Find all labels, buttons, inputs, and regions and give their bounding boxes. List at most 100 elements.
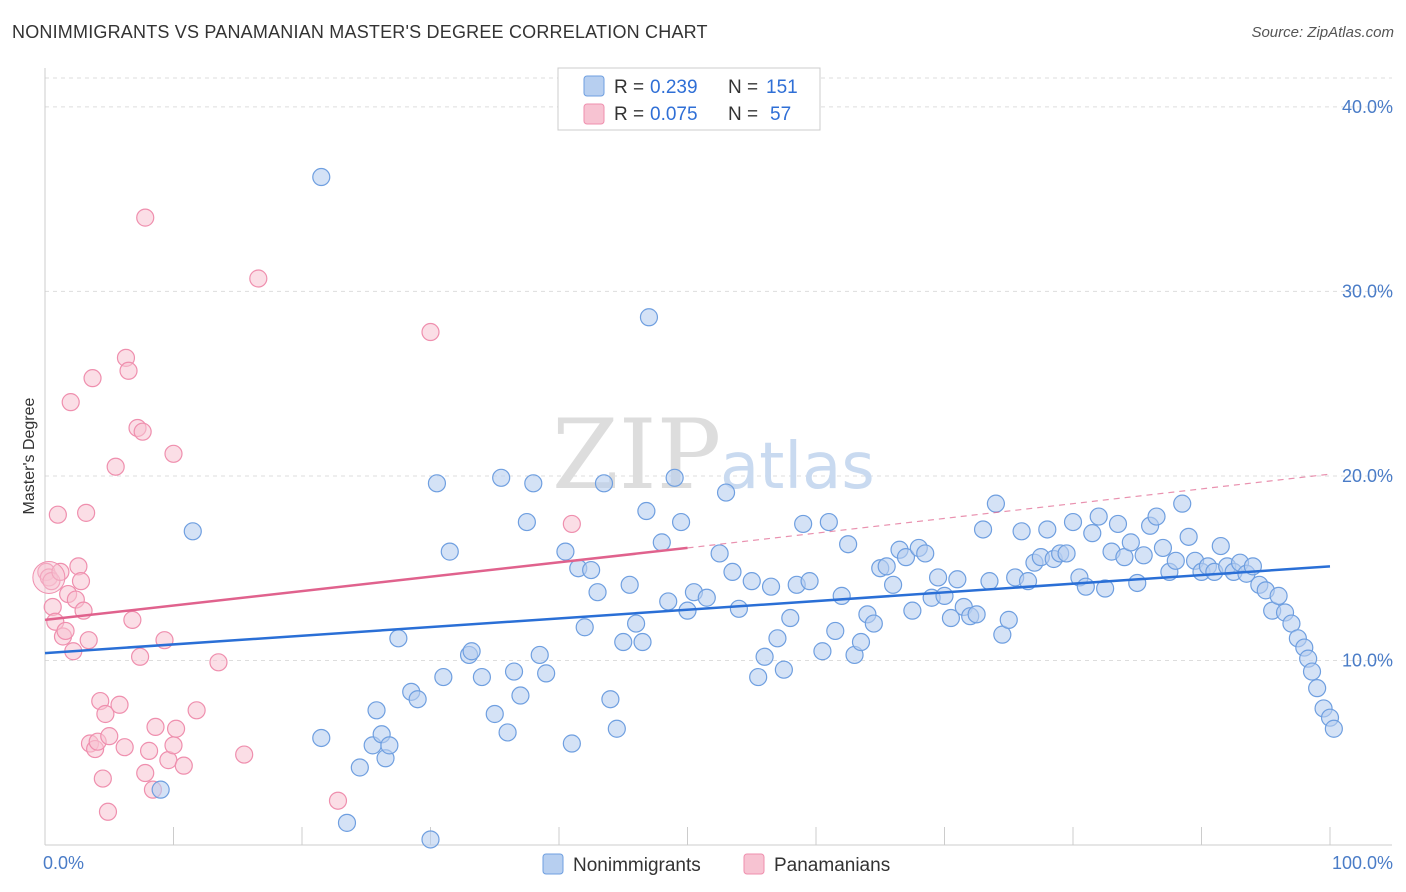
- nonimmigrants-point-87: [948, 570, 967, 589]
- y-tick-label-30: 30.0%: [1342, 281, 1393, 301]
- gridlines: [45, 77, 1392, 661]
- nonimmigrants-point-72: [851, 632, 871, 652]
- nonimmigrants-point-34: [582, 560, 601, 580]
- nonimmigrants-point-4: [337, 813, 357, 832]
- nonimmigrants-point-37: [601, 690, 620, 709]
- nonimmigrants-point-76: [877, 557, 896, 576]
- panamanians-point-50: [249, 269, 268, 288]
- nonimmigrants-point-67: [819, 512, 838, 532]
- watermark-atlas: atlas: [720, 430, 875, 504]
- nonimmigrants-point-101: [1038, 520, 1057, 539]
- panamanians-point-49: [235, 745, 254, 764]
- bottom-legend-nonimmigrants: Nonimmigrants: [573, 855, 701, 876]
- panamanians-point-5: [48, 505, 67, 524]
- nonimmigrants-point-39: [614, 632, 633, 652]
- nonimmigrants-point-27: [524, 474, 543, 493]
- nonimmigrants-point-47: [665, 468, 684, 487]
- panamanians-point-35: [133, 422, 152, 441]
- trend-lines: [44, 473, 1331, 655]
- nonimmigrants-point-31: [562, 734, 581, 753]
- bottom-legend-swatch-pink: [743, 853, 765, 875]
- panamanians-point-cluster: [32, 560, 66, 594]
- nonimmigrants-point-65: [800, 572, 819, 591]
- bottom-legend: Nonimmigrants Panamanians: [542, 853, 890, 876]
- y-tick-label-40: 40.0%: [1342, 97, 1393, 117]
- panamanians-point-53: [562, 514, 581, 534]
- panamanians-point-44: [164, 736, 183, 755]
- panamanians-point-25: [98, 802, 118, 821]
- nonimmigrants-point-24: [504, 662, 524, 681]
- nonimmigrants-point-42: [633, 632, 652, 652]
- nonimmigrants-point-51: [697, 588, 716, 607]
- nonimmigrants-point-21: [485, 704, 504, 724]
- nonimmigrants-point-15: [421, 830, 440, 849]
- legend-n-label-1: N =: [728, 77, 758, 98]
- nonimmigrants-point-36: [594, 474, 614, 493]
- nonimmigrants-point-82: [916, 544, 935, 563]
- nonimmigrants-point-11: [389, 629, 408, 648]
- nonimmigrants-point-66: [813, 642, 832, 661]
- nonimmigrants-point-86: [941, 608, 961, 628]
- nonimmigrants-point-57: [749, 667, 768, 687]
- panamanians-point-47: [187, 701, 206, 720]
- nonimmigrants-point-48: [671, 512, 691, 532]
- nonimmigrants-point-16: [434, 667, 453, 687]
- nonimmigrants-point-62: [781, 608, 800, 628]
- nonimmigrants-point-68: [826, 621, 845, 641]
- panamanians-point-40: [146, 717, 165, 737]
- nonimmigrants-point-22: [492, 468, 511, 487]
- nonimmigrants-point-60: [768, 629, 787, 648]
- nonimmigrants-point-110: [1096, 579, 1115, 598]
- nonimmigrants-point-90: [967, 605, 986, 624]
- panamanians-point-48: [209, 653, 228, 672]
- y-tick-label-20: 20.0%: [1342, 466, 1393, 486]
- legend-r-label-2: R =: [614, 104, 644, 125]
- nonimmigrants-point-25: [511, 686, 530, 705]
- panamanians-point-34: [130, 647, 150, 666]
- nonimmigrants-point-43: [637, 501, 656, 521]
- watermark-zip: ZIP: [552, 399, 721, 511]
- panamanians-point-27: [106, 457, 125, 476]
- y-axis-label: Master's Degree: [21, 397, 38, 514]
- chart-title: NONIMMIGRANTS VS PANAMANIAN MASTER'S DEG…: [12, 22, 708, 42]
- nonimmigrants-point-14: [427, 474, 447, 493]
- nonimmigrants-point-107: [1076, 577, 1095, 596]
- nonimmigrants-point-17: [440, 542, 459, 561]
- nonimmigrants-point-91: [973, 520, 993, 539]
- legend-swatch-blue: [583, 75, 605, 97]
- nonimmigrants-point-114: [1121, 533, 1140, 552]
- nonimmigrants-point-26: [517, 512, 536, 532]
- nonimmigrants-trend-line: [44, 565, 1331, 655]
- nonimmigrants-point-7: [367, 701, 386, 720]
- panamanians-trend-extension: [687, 473, 1331, 549]
- nonimmigrants-point-23: [498, 723, 517, 742]
- nonimmigrants-point-5: [350, 758, 369, 777]
- legend-swatch-pink: [583, 103, 605, 125]
- panamanians-point-23: [93, 769, 112, 788]
- nonimmigrants-point-147: [1324, 719, 1343, 738]
- nonimmigrants-point-85: [935, 586, 954, 605]
- nonimmigrants-point-45: [652, 533, 671, 552]
- bottom-legend-panamanians: Panamanians: [774, 855, 890, 876]
- nonimmigrants-point-70: [839, 535, 858, 554]
- nonimmigrants-point-80: [903, 601, 922, 620]
- nonimmigrants-point-30: [556, 542, 575, 561]
- panamanians-point-13: [69, 557, 88, 576]
- x-tick-label-max: 100.0%: [1332, 853, 1393, 873]
- legend-n-label-2: N =: [728, 104, 758, 125]
- nonimmigrants-point-64: [794, 514, 813, 534]
- nonimmigrants-point-13: [408, 690, 427, 709]
- nonimmigrants-point-105: [1063, 512, 1083, 532]
- panamanians-point-8: [56, 621, 75, 641]
- panamanians-point-3: [43, 597, 62, 617]
- legend-n-value-2: 57: [770, 104, 791, 125]
- nonimmigrants-points: [151, 167, 1343, 849]
- nonimmigrants-point-108: [1083, 524, 1102, 543]
- nonimmigrants-point-52: [710, 544, 729, 563]
- panamanians-point-43: [164, 444, 183, 463]
- panamanians-point-14: [71, 572, 91, 591]
- panamanians-point-38: [139, 741, 159, 760]
- panamanians-point-29: [115, 738, 134, 757]
- x-tick-label-min: 0.0%: [43, 853, 84, 873]
